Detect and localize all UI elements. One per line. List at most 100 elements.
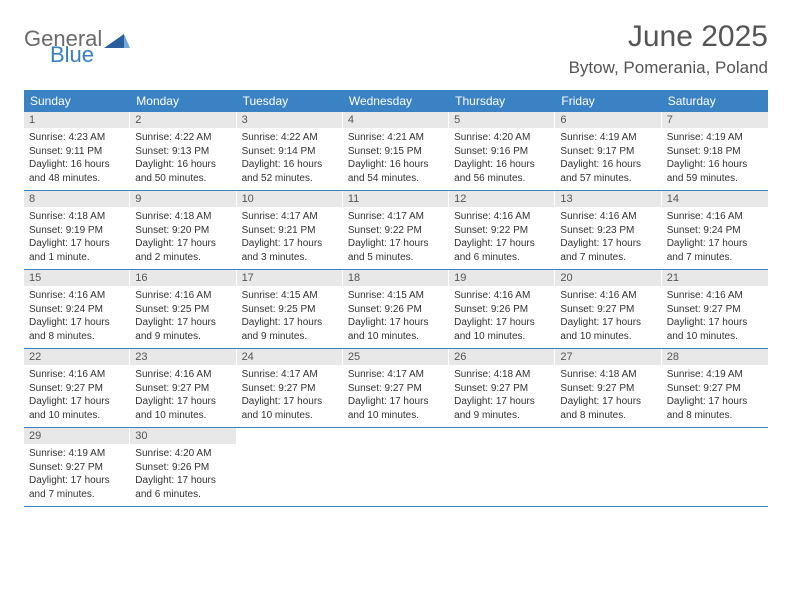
logo-text-blue: Blue bbox=[50, 44, 130, 66]
sunrise-text: Sunrise: 4:15 AM bbox=[242, 289, 338, 303]
day-number: 20 bbox=[555, 270, 661, 286]
sunrise-text: Sunrise: 4:19 AM bbox=[667, 131, 763, 145]
day-number: 26 bbox=[449, 349, 555, 365]
sunset-text: Sunset: 9:27 PM bbox=[348, 382, 444, 396]
day-details: Sunrise: 4:16 AMSunset: 9:26 PMDaylight:… bbox=[449, 286, 555, 348]
daylight-text: Daylight: 17 hours bbox=[667, 395, 763, 409]
daylight-text: and 6 minutes. bbox=[454, 251, 550, 265]
day-cell: 6Sunrise: 4:19 AMSunset: 9:17 PMDaylight… bbox=[555, 112, 661, 190]
daylight-text: Daylight: 17 hours bbox=[454, 237, 550, 251]
day-number: 15 bbox=[24, 270, 130, 286]
daylight-text: Daylight: 17 hours bbox=[135, 316, 231, 330]
sunrise-text: Sunrise: 4:18 AM bbox=[454, 368, 550, 382]
sunrise-text: Sunrise: 4:20 AM bbox=[135, 447, 231, 461]
sunrise-text: Sunrise: 4:16 AM bbox=[560, 210, 656, 224]
day-number: 2 bbox=[130, 112, 236, 128]
sunrise-text: Sunrise: 4:22 AM bbox=[242, 131, 338, 145]
daylight-text: Daylight: 17 hours bbox=[242, 395, 338, 409]
day-cell: 5Sunrise: 4:20 AMSunset: 9:16 PMDaylight… bbox=[449, 112, 555, 190]
day-number: 23 bbox=[130, 349, 236, 365]
day-cell: 19Sunrise: 4:16 AMSunset: 9:26 PMDayligh… bbox=[449, 270, 555, 348]
weekday-header-row: Sunday Monday Tuesday Wednesday Thursday… bbox=[24, 90, 768, 112]
day-number bbox=[555, 428, 661, 432]
day-cell bbox=[662, 428, 768, 506]
sunrise-text: Sunrise: 4:17 AM bbox=[242, 368, 338, 382]
daylight-text: and 10 minutes. bbox=[454, 330, 550, 344]
sunrise-text: Sunrise: 4:16 AM bbox=[560, 289, 656, 303]
day-details: Sunrise: 4:17 AMSunset: 9:21 PMDaylight:… bbox=[237, 207, 343, 269]
sunset-text: Sunset: 9:22 PM bbox=[348, 224, 444, 238]
day-cell: 25Sunrise: 4:17 AMSunset: 9:27 PMDayligh… bbox=[343, 349, 449, 427]
week-row: 15Sunrise: 4:16 AMSunset: 9:24 PMDayligh… bbox=[24, 270, 768, 349]
sunset-text: Sunset: 9:11 PM bbox=[29, 145, 125, 159]
day-number: 14 bbox=[662, 191, 768, 207]
daylight-text: and 10 minutes. bbox=[135, 409, 231, 423]
daylight-text: Daylight: 17 hours bbox=[135, 474, 231, 488]
day-details: Sunrise: 4:15 AMSunset: 9:26 PMDaylight:… bbox=[343, 286, 449, 348]
sunset-text: Sunset: 9:25 PM bbox=[135, 303, 231, 317]
day-number bbox=[237, 428, 343, 432]
day-number: 28 bbox=[662, 349, 768, 365]
day-cell: 1Sunrise: 4:23 AMSunset: 9:11 PMDaylight… bbox=[24, 112, 130, 190]
sunrise-text: Sunrise: 4:16 AM bbox=[454, 210, 550, 224]
daylight-text: Daylight: 16 hours bbox=[29, 158, 125, 172]
title-block: June 2025 Bytow, Pomerania, Poland bbox=[569, 20, 768, 78]
daylight-text: and 10 minutes. bbox=[348, 330, 444, 344]
daylight-text: and 57 minutes. bbox=[560, 172, 656, 186]
daylight-text: Daylight: 17 hours bbox=[348, 237, 444, 251]
day-number: 1 bbox=[24, 112, 130, 128]
day-details: Sunrise: 4:16 AMSunset: 9:27 PMDaylight:… bbox=[24, 365, 130, 427]
day-details: Sunrise: 4:19 AMSunset: 9:17 PMDaylight:… bbox=[555, 128, 661, 190]
sunrise-text: Sunrise: 4:19 AM bbox=[29, 447, 125, 461]
day-cell: 28Sunrise: 4:19 AMSunset: 9:27 PMDayligh… bbox=[662, 349, 768, 427]
sunset-text: Sunset: 9:17 PM bbox=[560, 145, 656, 159]
daylight-text: Daylight: 17 hours bbox=[242, 237, 338, 251]
daylight-text: Daylight: 17 hours bbox=[560, 395, 656, 409]
daylight-text: and 8 minutes. bbox=[667, 409, 763, 423]
daylight-text: and 6 minutes. bbox=[135, 488, 231, 502]
day-number: 30 bbox=[130, 428, 236, 444]
daylight-text: Daylight: 17 hours bbox=[29, 395, 125, 409]
daylight-text: and 2 minutes. bbox=[135, 251, 231, 265]
day-details: Sunrise: 4:16 AMSunset: 9:24 PMDaylight:… bbox=[662, 207, 768, 269]
day-details: Sunrise: 4:17 AMSunset: 9:22 PMDaylight:… bbox=[343, 207, 449, 269]
week-row: 22Sunrise: 4:16 AMSunset: 9:27 PMDayligh… bbox=[24, 349, 768, 428]
day-number: 3 bbox=[237, 112, 343, 128]
sunset-text: Sunset: 9:20 PM bbox=[135, 224, 231, 238]
sunrise-text: Sunrise: 4:19 AM bbox=[560, 131, 656, 145]
day-number: 16 bbox=[130, 270, 236, 286]
daylight-text: and 9 minutes. bbox=[135, 330, 231, 344]
month-title: June 2025 bbox=[569, 20, 768, 54]
daylight-text: Daylight: 16 hours bbox=[242, 158, 338, 172]
day-number: 7 bbox=[662, 112, 768, 128]
sunset-text: Sunset: 9:24 PM bbox=[667, 224, 763, 238]
day-number bbox=[343, 428, 449, 432]
sunset-text: Sunset: 9:27 PM bbox=[29, 461, 125, 475]
day-number: 27 bbox=[555, 349, 661, 365]
day-details: Sunrise: 4:20 AMSunset: 9:16 PMDaylight:… bbox=[449, 128, 555, 190]
day-number: 12 bbox=[449, 191, 555, 207]
daylight-text: Daylight: 17 hours bbox=[560, 316, 656, 330]
weekday-header: Sunday bbox=[24, 90, 130, 112]
sunrise-text: Sunrise: 4:18 AM bbox=[29, 210, 125, 224]
weekday-header: Wednesday bbox=[343, 90, 449, 112]
day-cell: 23Sunrise: 4:16 AMSunset: 9:27 PMDayligh… bbox=[130, 349, 236, 427]
header: General Blue June 2025 Bytow, Pomerania,… bbox=[24, 20, 768, 78]
daylight-text: Daylight: 17 hours bbox=[135, 237, 231, 251]
day-cell: 22Sunrise: 4:16 AMSunset: 9:27 PMDayligh… bbox=[24, 349, 130, 427]
day-number: 13 bbox=[555, 191, 661, 207]
day-number: 18 bbox=[343, 270, 449, 286]
sunset-text: Sunset: 9:25 PM bbox=[242, 303, 338, 317]
day-cell: 17Sunrise: 4:15 AMSunset: 9:25 PMDayligh… bbox=[237, 270, 343, 348]
day-details: Sunrise: 4:22 AMSunset: 9:14 PMDaylight:… bbox=[237, 128, 343, 190]
day-details: Sunrise: 4:21 AMSunset: 9:15 PMDaylight:… bbox=[343, 128, 449, 190]
day-number: 10 bbox=[237, 191, 343, 207]
day-number: 19 bbox=[449, 270, 555, 286]
sunset-text: Sunset: 9:13 PM bbox=[135, 145, 231, 159]
day-details: Sunrise: 4:19 AMSunset: 9:27 PMDaylight:… bbox=[24, 444, 130, 506]
daylight-text: and 9 minutes. bbox=[454, 409, 550, 423]
daylight-text: and 5 minutes. bbox=[348, 251, 444, 265]
day-cell: 13Sunrise: 4:16 AMSunset: 9:23 PMDayligh… bbox=[555, 191, 661, 269]
sunrise-text: Sunrise: 4:16 AM bbox=[667, 289, 763, 303]
day-cell: 29Sunrise: 4:19 AMSunset: 9:27 PMDayligh… bbox=[24, 428, 130, 506]
